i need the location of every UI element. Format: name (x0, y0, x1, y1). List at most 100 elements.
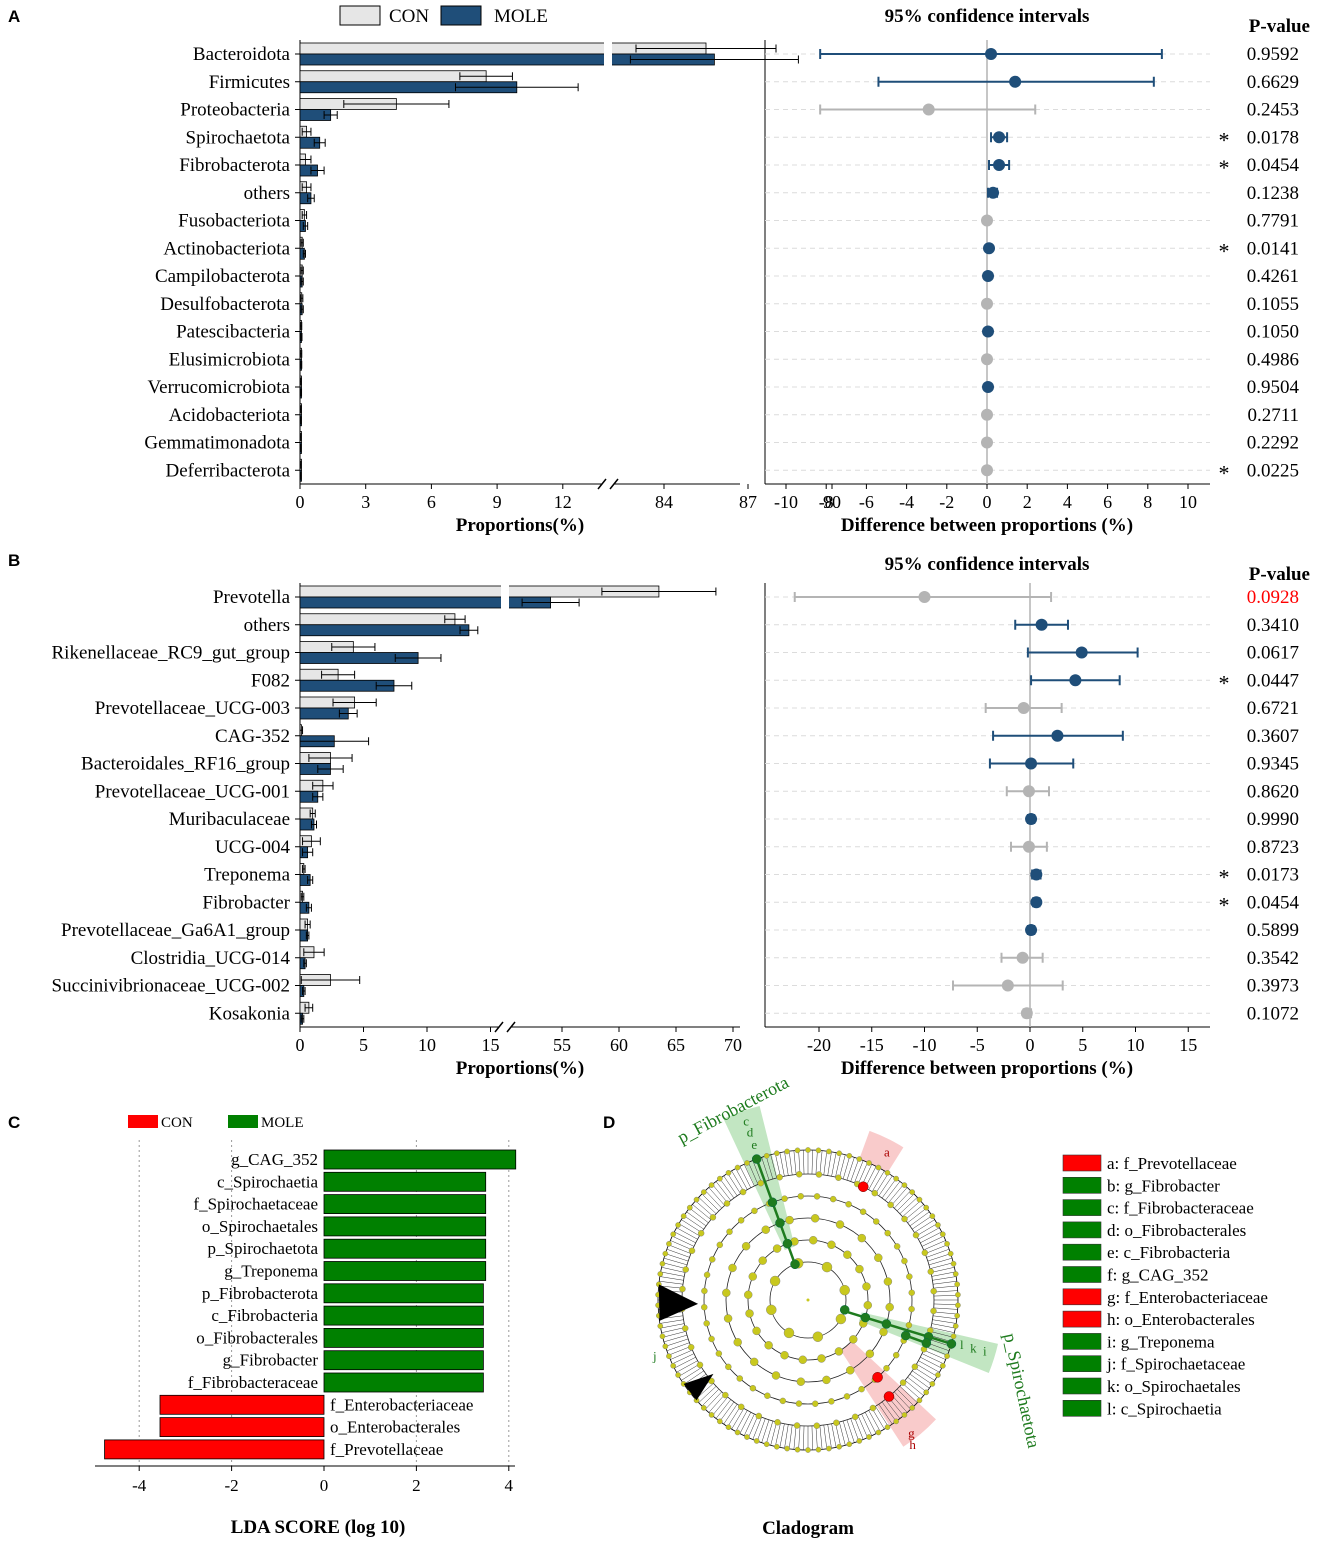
clade-node (828, 1398, 835, 1405)
leaf-branch (815, 1150, 818, 1175)
clade-node (723, 1200, 731, 1207)
leaf-node (659, 1260, 666, 1267)
leaf-node (753, 1438, 760, 1444)
clade-node (696, 1361, 704, 1369)
clade-node (748, 1272, 757, 1281)
clade-node (785, 1215, 794, 1225)
leaf-branch (932, 1319, 957, 1324)
leaf-branch (907, 1377, 927, 1393)
leaf-node (717, 1175, 723, 1182)
category-label: Bacteroidota (193, 44, 291, 65)
leaf-branch (926, 1248, 950, 1258)
leaf-node (866, 1160, 872, 1166)
lda-category-label: g_Treponema (224, 1262, 318, 1281)
leaf-branch (663, 1334, 688, 1343)
lda-category-label: o_Enterobacterales (330, 1418, 460, 1437)
estimate-point (1022, 840, 1035, 853)
leaf-node (929, 1381, 936, 1387)
leaf-branch (756, 1418, 766, 1442)
p-value: 0.5899 (1247, 920, 1299, 941)
legend-con-label: CON (389, 6, 429, 27)
clade-node (863, 1301, 872, 1310)
leaf-branch (875, 1173, 889, 1194)
clade-node (776, 1174, 783, 1181)
leaf-branch (715, 1399, 731, 1419)
leaf-node (805, 1147, 811, 1153)
estimate-point (1025, 924, 1038, 936)
significance-star: * (1219, 865, 1230, 890)
node-letter: h (909, 1437, 916, 1452)
category-label: Acidobacteriota (169, 405, 291, 426)
leaf-branch (850, 1158, 860, 1182)
leaf-branch (902, 1200, 921, 1217)
clade-node (738, 1403, 745, 1411)
leaf-branch (842, 1420, 851, 1445)
clade-node (908, 1289, 915, 1296)
x-tick-label: -4 (899, 492, 914, 512)
p-value: 0.2711 (1247, 405, 1299, 426)
leaf-branch (659, 1280, 684, 1285)
clade-node (723, 1314, 733, 1323)
leaf-node (657, 1271, 664, 1277)
phylum-node (821, 1261, 833, 1273)
significance-star: * (1219, 460, 1230, 485)
highlight-fibrobacterota (723, 1105, 795, 1251)
leaf-branch (715, 1181, 731, 1201)
p-value: 0.4986 (1247, 349, 1299, 370)
x-tick-label: -15 (860, 1035, 884, 1055)
clade-node (715, 1350, 723, 1357)
x-tick-label: 6 (427, 492, 436, 512)
clade-node (737, 1217, 745, 1224)
category-label: UCG-004 (215, 837, 290, 858)
clade-node (709, 1256, 716, 1263)
leaf-branch (676, 1227, 698, 1240)
leaf-branch (933, 1307, 958, 1310)
category-label: others (244, 183, 290, 204)
phylum-node (783, 1327, 795, 1339)
leaf-branch (842, 1155, 851, 1180)
axis-break-mark (506, 1021, 516, 1033)
node-letter: e (751, 1137, 757, 1152)
p-value: 0.6629 (1247, 72, 1299, 93)
p-value-header: P-value (1249, 564, 1310, 585)
leaf-branch (660, 1323, 685, 1329)
leaf-node (708, 1412, 715, 1418)
x-axis-title: Difference between proportions (%) (841, 1058, 1133, 1079)
x-tick-label: 65 (667, 1035, 685, 1055)
cladogram-legend-label: l: c_Spirochaetia (1107, 1399, 1222, 1418)
leaf-node (675, 1372, 681, 1378)
lda-category-label: f_Prevotellaceae (330, 1440, 443, 1459)
leaf-branch (670, 1240, 693, 1251)
leaf-branch (719, 1178, 735, 1199)
mole-bar (299, 624, 470, 637)
leaf-branch (920, 1231, 942, 1244)
estimate-point (1030, 868, 1043, 881)
mole-lda-bar (323, 1305, 484, 1326)
estimate-point (1075, 646, 1088, 659)
category-label: Fibrobacter (202, 892, 290, 913)
clade-node (797, 1193, 804, 1200)
leaf-branch (815, 1425, 818, 1450)
p-value-header: P-value (1249, 16, 1310, 37)
lda-category-label: f_Fibrobacteraceae (188, 1373, 318, 1392)
clade-node (687, 1344, 695, 1351)
p-value: 0.0141 (1247, 238, 1299, 259)
mole-lda-bar (323, 1328, 484, 1348)
leaf-branch (932, 1276, 957, 1281)
leaf-branch (909, 1373, 930, 1389)
x-tick-label: 4 (1063, 492, 1072, 512)
leaf-branch (701, 1193, 720, 1212)
panel-b-proportions: 0 5 10 15 55 60 65 70 Proportions(%) Prevotella ot… (52, 583, 742, 1079)
category-label: Gemmatimonadota (144, 433, 290, 454)
leaf-branch (739, 1412, 752, 1434)
leaf-node (701, 1405, 707, 1411)
clade-node (771, 1371, 781, 1380)
node-letter: a (884, 1145, 890, 1160)
node-letter: k (970, 1340, 977, 1355)
estimate-point (981, 353, 993, 366)
leaf-branch (731, 1170, 745, 1192)
clade-node (930, 1307, 937, 1315)
mole-lda-bar (323, 1283, 484, 1304)
mole-lda-bar (323, 1350, 484, 1371)
cladogram-legend-swatch (1062, 1310, 1102, 1328)
